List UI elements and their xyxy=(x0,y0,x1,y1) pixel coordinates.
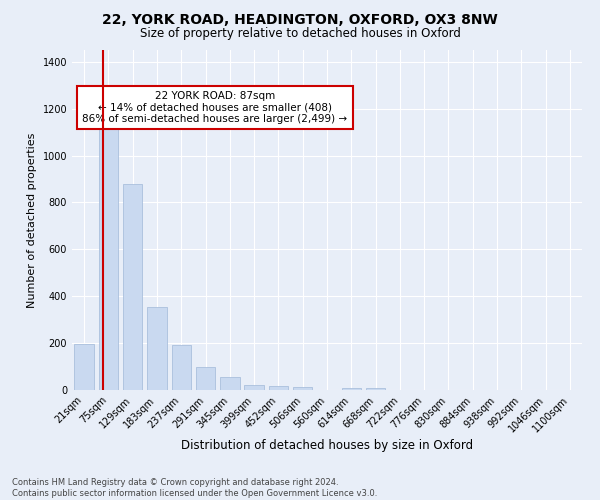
Bar xyxy=(244,384,264,390)
Bar xyxy=(220,377,239,390)
Bar xyxy=(172,344,191,390)
Y-axis label: Number of detached properties: Number of detached properties xyxy=(27,132,37,308)
Text: Size of property relative to detached houses in Oxford: Size of property relative to detached ho… xyxy=(140,28,460,40)
Bar xyxy=(341,388,361,390)
Bar xyxy=(366,388,385,390)
Bar xyxy=(123,184,142,390)
Bar xyxy=(99,128,118,390)
Bar xyxy=(196,368,215,390)
Text: 22 YORK ROAD: 87sqm
← 14% of detached houses are smaller (408)
86% of semi-detac: 22 YORK ROAD: 87sqm ← 14% of detached ho… xyxy=(82,91,347,124)
Bar xyxy=(269,386,288,390)
Bar xyxy=(74,344,94,390)
Text: Contains HM Land Registry data © Crown copyright and database right 2024.
Contai: Contains HM Land Registry data © Crown c… xyxy=(12,478,377,498)
Bar xyxy=(147,307,167,390)
X-axis label: Distribution of detached houses by size in Oxford: Distribution of detached houses by size … xyxy=(181,440,473,452)
Bar xyxy=(293,386,313,390)
Text: 22, YORK ROAD, HEADINGTON, OXFORD, OX3 8NW: 22, YORK ROAD, HEADINGTON, OXFORD, OX3 8… xyxy=(102,12,498,26)
